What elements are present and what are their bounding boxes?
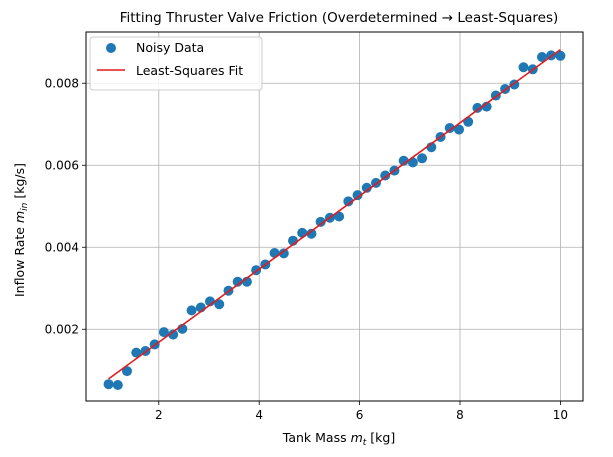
x-axis-label: Tank Mass mt [kg] [282,430,395,448]
data-point [481,101,492,112]
x-tick-label: 8 [456,408,464,422]
least-squares-fit-line [108,48,561,380]
data-point [398,155,409,166]
y-axis-label: Inflow Rate min [kg/s] [12,163,30,297]
y-tick-label: 0.006 [45,158,79,172]
x-ticks: 2 4 6 8 10 [155,401,568,422]
data-point [518,62,529,73]
fit-line-group [108,48,561,380]
data-point [214,299,225,310]
data-point [186,305,197,316]
data-point [168,329,179,340]
data-point [555,50,566,61]
y-tick-label: 0.002 [45,322,79,336]
x-tick-label: 2 [155,408,163,422]
x-tick-label: 4 [255,408,263,422]
chart-title: Fitting Thruster Valve Friction (Overdet… [120,10,559,26]
y-tick-label: 0.008 [45,76,79,90]
data-point [417,153,428,164]
x-tick-label: 10 [553,408,568,422]
plot-frame [85,31,584,402]
data-points [103,50,566,391]
data-point [352,190,363,201]
y-tick-label: 0.004 [45,240,79,254]
data-point [278,248,289,259]
data-point [232,276,243,287]
data-point [444,122,455,133]
x-tick-label: 6 [356,408,364,422]
legend-box [89,36,263,91]
data-point [269,247,280,258]
legend-label-least-squares-fit: Least-Squares Fit [136,63,243,78]
grid [86,32,583,401]
data-point [306,228,317,239]
data-point [131,347,142,358]
data-point [103,379,114,390]
data-point [334,211,345,222]
y-ticks: 0.002 0.004 0.006 0.008 [45,76,86,336]
data-point [463,116,474,127]
legend-label-noisy-data: Noisy Data [136,40,204,55]
data-point [472,102,483,113]
data-point [315,216,326,227]
data-point [380,170,391,181]
data-point [112,380,123,391]
data-point [122,366,133,377]
data-point [343,196,354,207]
legend: Noisy Data Least-Squares Fit [89,36,263,91]
data-point [454,124,465,135]
legend-marker-noisy-data [106,43,116,53]
data-point [297,227,308,238]
data-point [158,327,169,338]
data-point [536,52,547,63]
data-point [361,182,372,193]
